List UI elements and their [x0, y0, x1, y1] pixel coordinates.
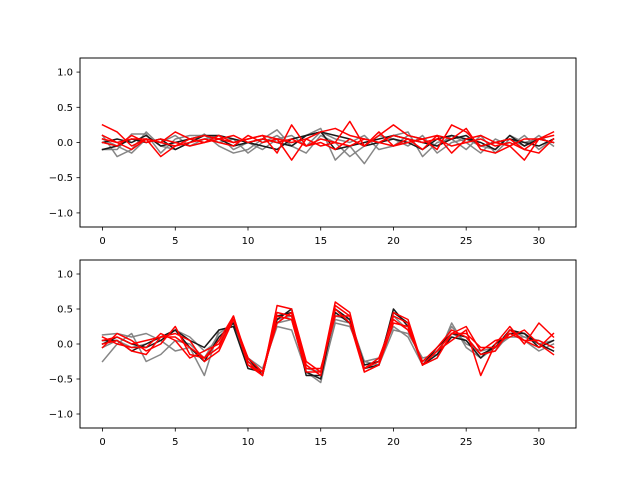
series-group	[101, 301, 555, 384]
y-tick-label: 1.0	[57, 68, 73, 79]
y-tick-label: 0.0	[57, 138, 73, 149]
x-tick-label: 25	[460, 236, 473, 247]
top-subplot: 0 5 10 15 20 25 30 −1.0 −0.5 0.0 0.5 1.0	[49, 57, 577, 247]
bottom-subplot: 0 5 10 15 20 25 30 −1.0 −0.5 0.0 0.5 1.0	[49, 259, 577, 448]
series-line-4	[101, 131, 555, 151]
x-tick-label: 5	[172, 236, 178, 247]
y-tick-label: 0.5	[57, 103, 73, 114]
series-line-3	[101, 131, 555, 154]
series-line-8	[101, 127, 555, 161]
series-line-9	[101, 134, 555, 154]
x-tick-label: 25	[460, 437, 473, 448]
x-tick-label: 15	[314, 236, 327, 247]
y-tick-label: 0.0	[57, 340, 73, 351]
y-tick-label: −0.5	[49, 375, 73, 386]
x-tick-label: 30	[533, 437, 546, 448]
y-tick-label: −1.0	[49, 208, 73, 219]
x-tick-label: 20	[387, 437, 400, 448]
y-tick-label: −0.5	[49, 173, 73, 184]
y-tick-label: 0.5	[57, 305, 73, 316]
series-line-9	[101, 308, 555, 377]
series-group	[101, 120, 555, 165]
x-tick-label: 20	[387, 236, 400, 247]
x-tick-label: 0	[99, 437, 105, 448]
x-tick-label: 10	[242, 236, 255, 247]
x-tick-label: 15	[314, 437, 327, 448]
x-tick-label: 0	[99, 236, 105, 247]
y-tick-label: −1.0	[49, 410, 73, 421]
series-line-7	[101, 127, 555, 161]
y-tick-label: 1.0	[57, 270, 73, 281]
x-tick-label: 30	[533, 236, 546, 247]
x-tick-label: 10	[242, 437, 255, 448]
x-tick-label: 5	[172, 437, 178, 448]
